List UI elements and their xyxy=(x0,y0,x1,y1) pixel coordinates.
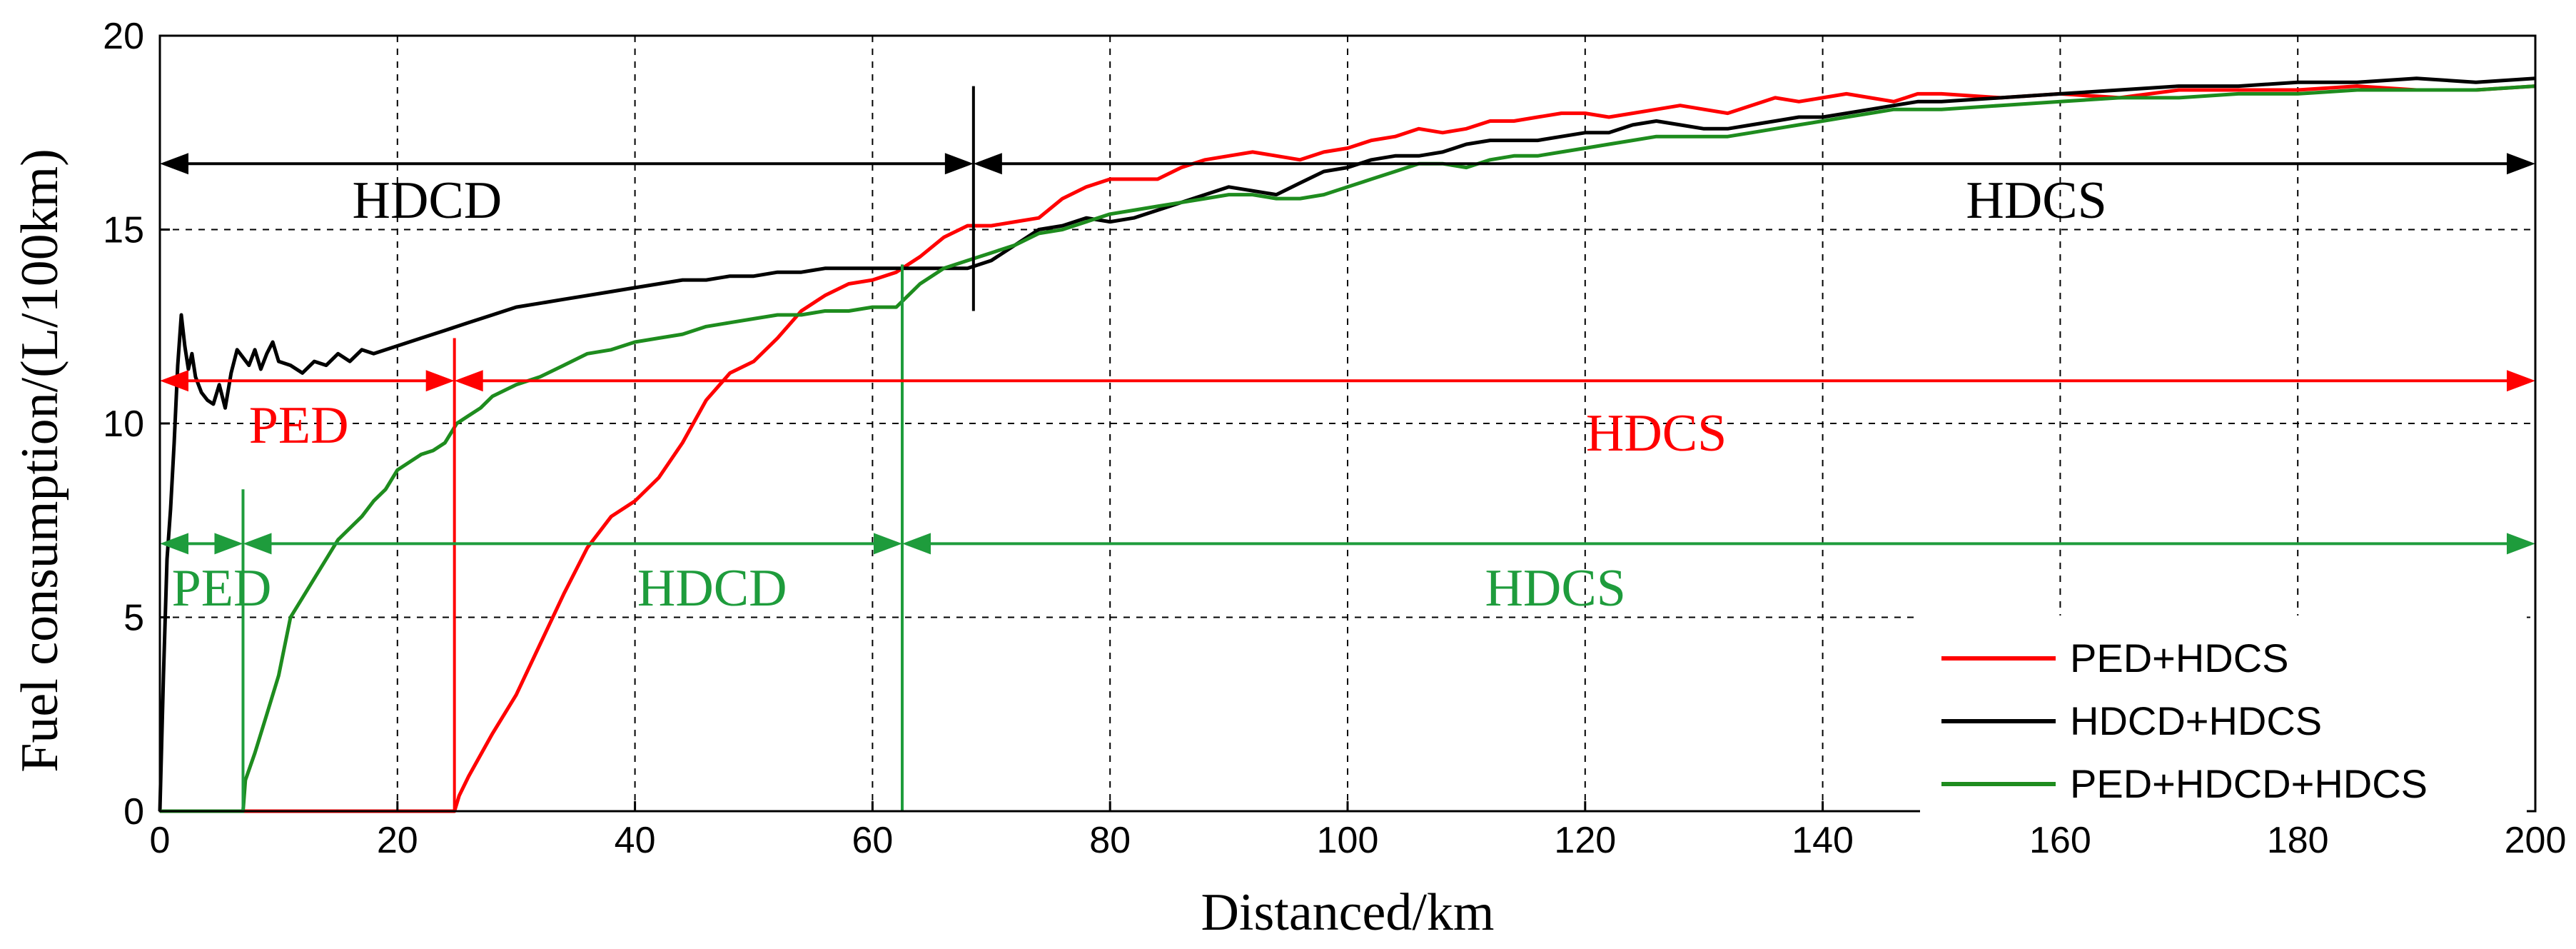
x-tick-label: 80 xyxy=(1089,820,1131,861)
series-line-0 xyxy=(160,84,2536,813)
annotation-label-1: HDCS xyxy=(1966,171,2106,230)
x-tick-label: 60 xyxy=(852,820,893,861)
annotation-arrowhead-right-3 xyxy=(2507,370,2535,392)
mode-annotations: HDCD HDCS PED HDCS PED HDCD HDCS xyxy=(160,153,2535,618)
x-tick-label: 180 xyxy=(2267,820,2329,861)
x-tick-label: 160 xyxy=(2029,820,2091,861)
annotation-arrowhead-left-5 xyxy=(243,533,272,555)
annotation-arrowhead-right-1 xyxy=(2507,153,2535,175)
y-tick-label: 10 xyxy=(103,403,144,445)
annotation-arrowhead-left-1 xyxy=(973,153,1002,175)
annotation-label-3: HDCS xyxy=(1586,404,1727,463)
legend-label-2: PED+HDCD+HDCS xyxy=(2070,761,2428,806)
series-lines xyxy=(158,76,2536,813)
axis-ticks: 0 20 40 60 80 100 120 140 160 180 200 0 5 10 15 20 xyxy=(103,16,2566,861)
x-tick-label: 40 xyxy=(615,820,656,861)
annotation-label-0: HDCD xyxy=(353,171,502,230)
series-line-1 xyxy=(158,76,2536,812)
legend-label-1: HDCD+HDCS xyxy=(2070,698,2322,743)
legend: PED+HDCS HDCD+HDCS PED+HDCD+HDCS xyxy=(1920,616,2527,815)
y-tick-label: 20 xyxy=(103,16,144,57)
annotation-arrowhead-left-0 xyxy=(160,153,188,175)
annotation-label-6: HDCS xyxy=(1485,559,1625,618)
series-line-2 xyxy=(160,84,2536,813)
annotation-arrowhead-right-2 xyxy=(425,370,455,392)
x-tick-label: 120 xyxy=(1554,820,1616,861)
annotation-label-5: HDCD xyxy=(637,559,787,618)
y-tick-label: 0 xyxy=(123,791,144,833)
y-axis-title: Fuel consumption/(L/100km) xyxy=(11,149,69,773)
x-tick-label: 100 xyxy=(1317,820,1379,861)
annotation-arrowhead-right-6 xyxy=(2507,533,2535,555)
x-tick-label: 200 xyxy=(2505,820,2567,861)
x-tick-label: 140 xyxy=(1792,820,1854,861)
legend-label-0: PED+HDCS xyxy=(2070,636,2289,681)
annotation-label-4: PED xyxy=(172,559,272,618)
x-axis-title: Distanced/km xyxy=(1201,883,1494,942)
annotation-arrowhead-left-2 xyxy=(160,370,188,392)
x-tick-label: 0 xyxy=(150,820,171,861)
annotation-arrowhead-right-4 xyxy=(214,533,243,555)
y-tick-label: 5 xyxy=(123,598,144,639)
annotation-arrowhead-left-6 xyxy=(902,533,931,555)
annotation-arrowhead-left-3 xyxy=(454,370,483,392)
annotation-arrowhead-right-5 xyxy=(874,533,902,555)
annotation-arrowhead-left-4 xyxy=(160,533,188,555)
x-tick-label: 20 xyxy=(377,820,418,861)
annotation-label-2: PED xyxy=(249,396,349,455)
mode-boundaries xyxy=(241,86,975,811)
annotation-arrowhead-right-0 xyxy=(944,153,974,175)
y-tick-label: 15 xyxy=(103,210,144,251)
